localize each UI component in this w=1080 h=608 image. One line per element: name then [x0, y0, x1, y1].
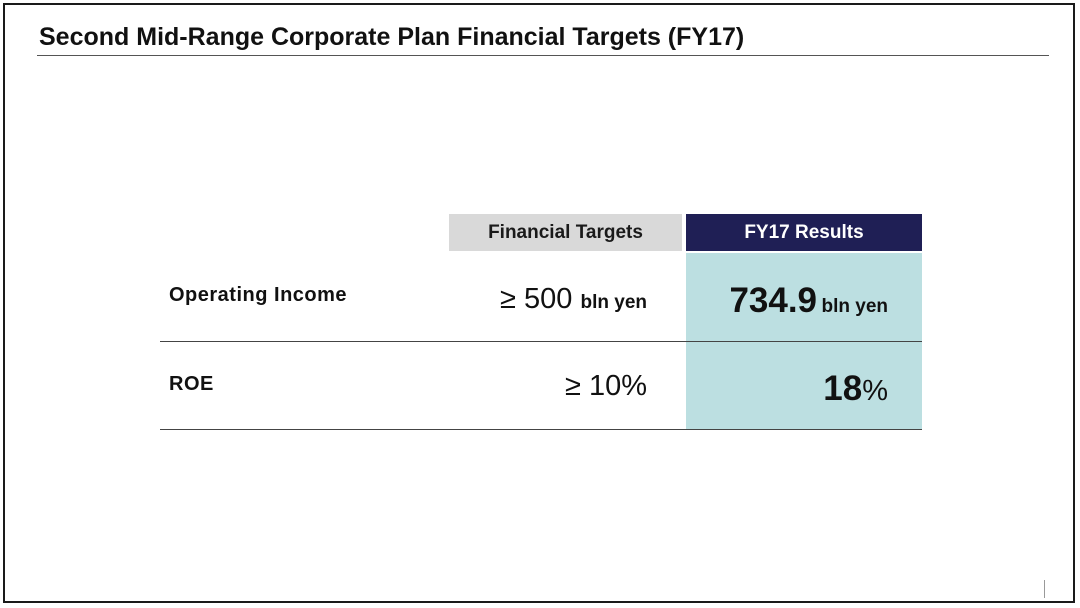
target-symbol: ≥: [564, 370, 581, 402]
result-value: 734.9: [729, 281, 818, 320]
target-unit: bln yen: [580, 292, 647, 313]
table-bottom-rule: [160, 429, 922, 430]
target-value: 500: [524, 283, 573, 315]
slide: Second Mid-Range Corporate Plan Financia…: [3, 3, 1075, 603]
row-divider: [160, 341, 922, 342]
result-unit: %: [862, 375, 888, 407]
header-fy17-results: FY17 Results: [686, 214, 922, 251]
target-value: 10%: [588, 370, 647, 402]
row-label-roe: ROE: [169, 373, 214, 395]
result-operating-income: 734.9 bln yen: [729, 281, 888, 321]
target-roe: ≥ 10%: [565, 370, 647, 403]
target-operating-income: ≥ 500 bln yen: [500, 283, 647, 316]
header-financial-targets: Financial Targets: [449, 214, 682, 251]
row-label-operating-income: Operating Income: [169, 284, 348, 306]
result-unit: bln yen: [821, 296, 888, 317]
result-roe: 18%: [823, 369, 888, 409]
corner-tick-mark: [1044, 580, 1045, 598]
slide-title: Second Mid-Range Corporate Plan Financia…: [39, 23, 745, 51]
title-underline: [37, 55, 1049, 56]
target-symbol: ≥: [500, 283, 516, 315]
result-value: 18: [823, 369, 863, 408]
